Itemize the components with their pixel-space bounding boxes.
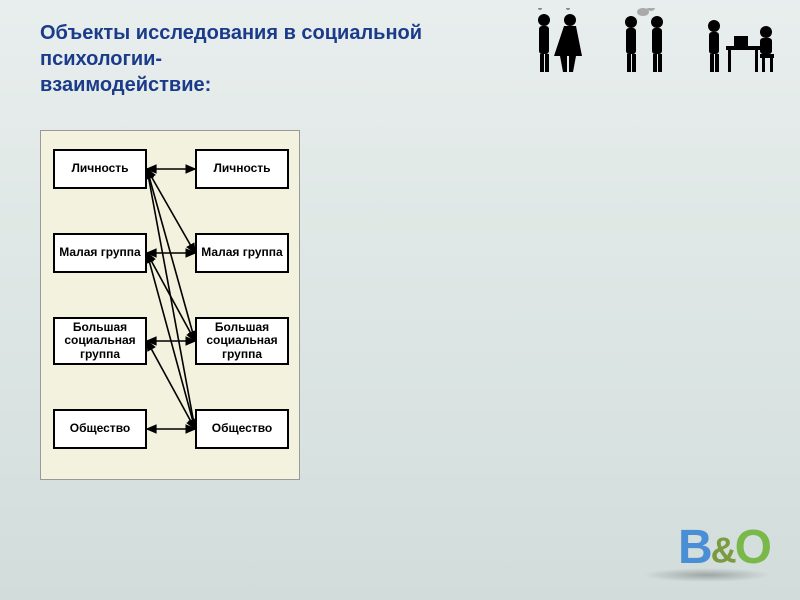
footer-logo: B&O <box>678 520 770 575</box>
logo-letter-o: O <box>735 521 770 574</box>
diagram-node: Большая социальная группа <box>53 317 147 365</box>
title-line3: взаимодействие: <box>40 74 211 96</box>
slide-title: Объекты исследования в социальной психол… <box>40 20 480 98</box>
diagram-node: Общество <box>195 409 289 449</box>
silhouette-pair-talking-icon <box>615 8 675 78</box>
header-silhouettes <box>530 8 780 78</box>
diagram-node: Большая социальная группа <box>195 317 289 365</box>
diagram-node: Общество <box>53 409 147 449</box>
logo-ampersand: & <box>711 529 735 570</box>
interaction-diagram: Личность Личность Малая группа Малая группа… <box>40 130 300 480</box>
diagram-node: Личность <box>195 149 289 189</box>
diagram-node: Личность <box>53 149 147 189</box>
title-line1: Объекты исследования в социальной <box>40 22 422 44</box>
diagram-node: Малая группа <box>195 233 289 273</box>
logo-letter-b: B <box>678 521 711 574</box>
silhouette-desk-meeting-icon <box>700 8 780 78</box>
title-line2: психологии- <box>40 48 162 70</box>
diagram-node: Малая группа <box>53 233 147 273</box>
silhouette-pair-standing-icon <box>530 8 590 78</box>
